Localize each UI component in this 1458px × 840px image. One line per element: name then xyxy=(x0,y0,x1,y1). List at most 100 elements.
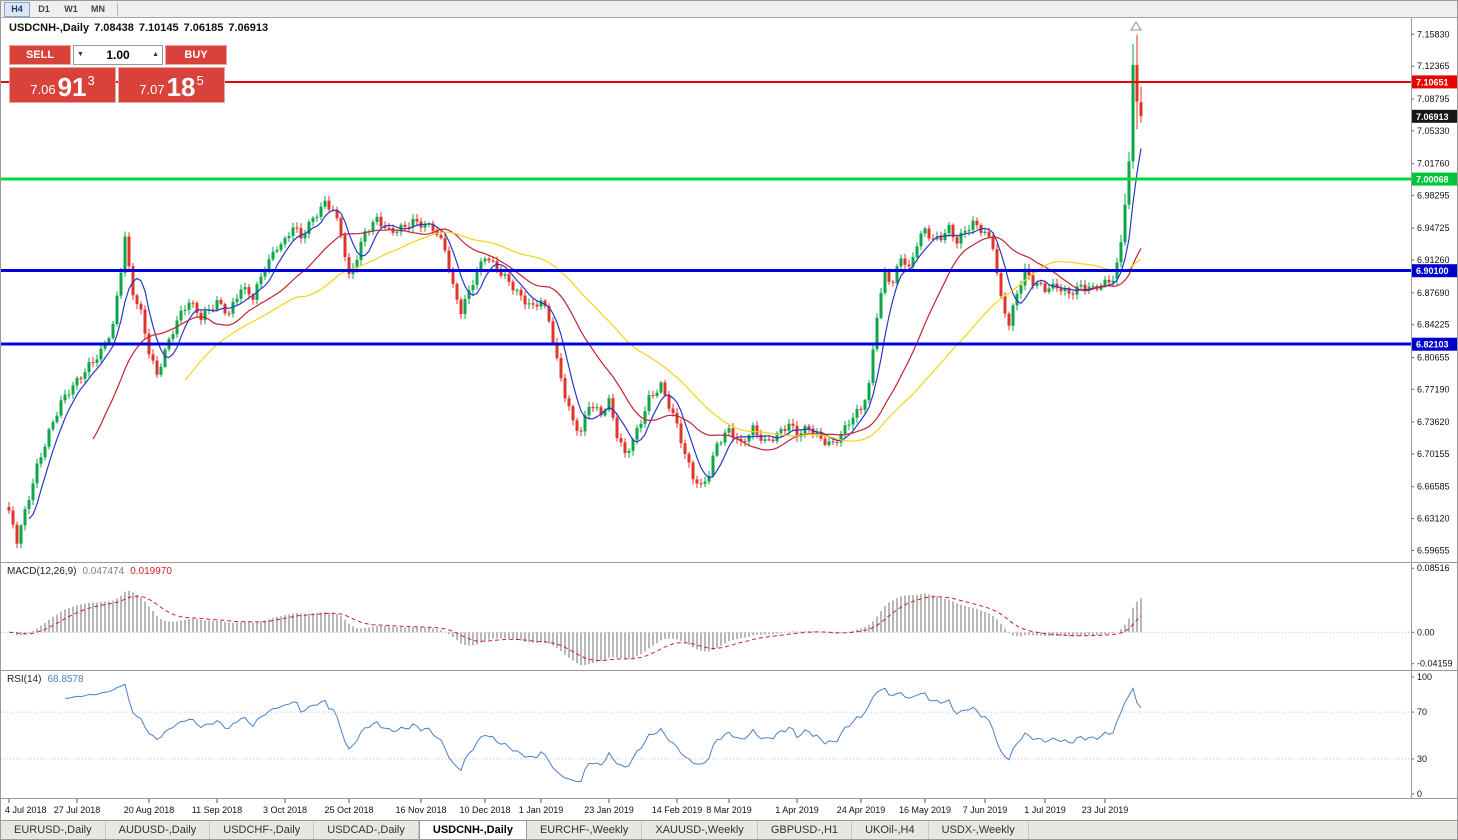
chart-shift-marker-icon[interactable] xyxy=(1130,21,1142,31)
date-axis-label: 25 Oct 2018 xyxy=(324,805,373,815)
tab-eurchf-weekly[interactable]: EURCHF-,Weekly xyxy=(526,821,643,839)
date-axis-label: 3 Oct 2018 xyxy=(263,805,307,815)
price-axis-label: 6.59655 xyxy=(1417,545,1450,555)
volume-decrease-icon[interactable]: ▼ xyxy=(77,51,84,58)
buy-price-fraction: 5 xyxy=(196,73,204,88)
chart-tabs-bar: EURUSD-,Daily AUDUSD-,Daily USDCHF-,Daily U… xyxy=(1,820,1457,839)
timeframe-toolbar: H4 D1 W1 MN xyxy=(1,1,1457,18)
one-click-trading-panel: SELL ▼ ▲ BUY 7.06 91 3 7.07 18 5 xyxy=(9,45,227,103)
symbol-period-label: USDCNH-,Daily xyxy=(9,22,90,34)
date-axis-label: 1 Apr 2019 xyxy=(775,805,819,815)
price-axis-label: 6.77190 xyxy=(1417,384,1450,394)
macd-axis-label: 0.00 xyxy=(1417,627,1435,637)
price-axis-label: 6.80655 xyxy=(1417,353,1450,363)
date-axis-label: 4 Jul 2018 xyxy=(5,805,47,815)
date-axis-label: 27 Jul 2018 xyxy=(54,805,101,815)
date-axis-label: 10 Dec 2018 xyxy=(459,805,510,815)
timeframe-button-w1[interactable]: W1 xyxy=(58,1,84,17)
rsi-axis-label: 0 xyxy=(1417,789,1422,799)
macd-main-value: 0.047474 xyxy=(82,566,125,577)
ohlc-high: 7.10145 xyxy=(138,22,179,34)
tab-usdchf-daily[interactable]: USDCHF-,Daily xyxy=(210,821,315,839)
date-axis-label: 16 Nov 2018 xyxy=(395,805,446,815)
tab-gbpusd-h1[interactable]: GBPUSD-,H1 xyxy=(757,821,853,839)
volume-increase-icon[interactable]: ▲ xyxy=(152,51,159,58)
tab-xauusd-weekly[interactable]: XAUUSD-,Weekly xyxy=(642,821,758,839)
price-axis-label: 6.84225 xyxy=(1417,320,1450,330)
price-axis-label: 6.91260 xyxy=(1417,255,1450,265)
buy-price-button[interactable]: 7.07 18 5 xyxy=(118,67,225,103)
timeframe-button-group: H4 D1 W1 MN xyxy=(4,1,123,17)
rsi-line xyxy=(64,683,1142,782)
tab-eurusd-daily[interactable]: EURUSD-,Daily xyxy=(1,821,106,839)
date-axis-label: 23 Jul 2019 xyxy=(1082,805,1129,815)
price-axis-label: 7.01760 xyxy=(1417,159,1450,169)
macd-signal-value: 0.019970 xyxy=(130,566,172,577)
date-axis-label: 14 Feb 2019 xyxy=(652,805,703,815)
buy-button[interactable]: BUY xyxy=(165,45,227,65)
date-axis-label: 11 Sep 2018 xyxy=(192,805,242,815)
tab-ukoil-h4[interactable]: UKOil-,H4 xyxy=(852,821,929,839)
rsi-axis-label: 100 xyxy=(1417,672,1432,682)
tab-usdx-weekly[interactable]: USDX-,Weekly xyxy=(928,821,1029,839)
price-axis-label: 7.08795 xyxy=(1417,94,1450,104)
sell-price-pips: 91 xyxy=(57,72,87,102)
date-axis-label: 7 Jun 2019 xyxy=(963,805,1008,815)
ohlc-low: 7.06185 xyxy=(183,22,224,34)
toolbar-separator xyxy=(117,2,118,16)
tab-usdcad-daily[interactable]: USDCAD-,Daily xyxy=(314,821,419,839)
rsi-axis-label: 30 xyxy=(1417,754,1427,764)
svg-text:7.10651: 7.10651 xyxy=(1416,77,1449,87)
ohlc-close: 7.06913 xyxy=(228,22,269,34)
ma-line-fast-blue xyxy=(28,148,1142,520)
svg-text:7.00068: 7.00068 xyxy=(1416,175,1449,185)
price-axis-label: 6.63120 xyxy=(1417,514,1450,524)
timeframe-button-d1[interactable]: D1 xyxy=(31,1,57,17)
price-axis-label: 7.12365 xyxy=(1417,61,1450,71)
date-axis-label: 20 Aug 2018 xyxy=(124,805,175,815)
date-axis-label: 23 Jan 2019 xyxy=(584,805,634,815)
tab-usdcnh-daily[interactable]: USDCNH-,Daily xyxy=(418,821,527,839)
rsi-name: RSI(14) xyxy=(7,674,42,685)
svg-text:6.90100: 6.90100 xyxy=(1416,266,1449,276)
date-axis-label: 8 Mar 2019 xyxy=(706,805,752,815)
ohlc-open: 7.08438 xyxy=(94,22,134,34)
sell-price-fraction: 3 xyxy=(87,73,95,88)
price-axis-label: 7.15830 xyxy=(1417,29,1450,39)
buy-price-pips: 18 xyxy=(166,72,196,102)
date-axis-label: 1 Jan 2019 xyxy=(519,805,564,815)
ma-line-mid-red xyxy=(92,228,1142,451)
rsi-indicator-label: RSI(14) 68.8578 xyxy=(7,674,84,685)
macd-signal-line xyxy=(8,595,1142,662)
price-axis-label: 6.73620 xyxy=(1417,417,1450,427)
price-axis-label: 6.98295 xyxy=(1417,190,1450,200)
price-axis-label: 6.66585 xyxy=(1417,482,1450,492)
timeframe-button-h4[interactable]: H4 xyxy=(4,1,30,17)
sell-button[interactable]: SELL xyxy=(9,45,71,65)
price-axis-badge-support-line-price: 6.90100 xyxy=(1412,264,1457,278)
sell-price-button[interactable]: 7.06 91 3 xyxy=(9,67,116,103)
price-axis-badge-support-line-price: 7.00068 xyxy=(1412,172,1457,186)
buy-price-main: 7.07 xyxy=(139,82,165,97)
price-axis-badge-support-line-price: 6.82103 xyxy=(1412,337,1457,351)
date-axis-label: 16 May 2019 xyxy=(899,805,951,815)
volume-input[interactable] xyxy=(86,47,150,63)
price-axis-label: 7.05330 xyxy=(1417,126,1450,136)
rsi-axis-label: 70 xyxy=(1417,707,1427,717)
rsi-value: 68.8578 xyxy=(47,674,84,685)
price-axis-badge-current-price: 7.06913 xyxy=(1412,109,1457,123)
svg-text:6.82103: 6.82103 xyxy=(1416,340,1449,350)
tab-audusd-daily[interactable]: AUDUSD-,Daily xyxy=(105,821,211,839)
macd-histogram xyxy=(12,590,1142,666)
macd-axis-label: -0.04159 xyxy=(1417,659,1453,669)
price-axis-badge-resistance-line-price: 7.10651 xyxy=(1412,75,1457,89)
price-axis-label: 6.94725 xyxy=(1417,223,1450,233)
macd-name: MACD(12,26,9) xyxy=(7,566,77,577)
date-axis-label: 1 Jul 2019 xyxy=(1024,805,1066,815)
macd-axis-label: 0.08516 xyxy=(1417,563,1450,573)
price-axis-label: 6.70155 xyxy=(1417,449,1450,459)
chart-title: USDCNH-,Daily 7.08438 7.10145 7.06185 7.0691… xyxy=(9,22,273,34)
timeframe-button-mn[interactable]: MN xyxy=(85,1,111,17)
